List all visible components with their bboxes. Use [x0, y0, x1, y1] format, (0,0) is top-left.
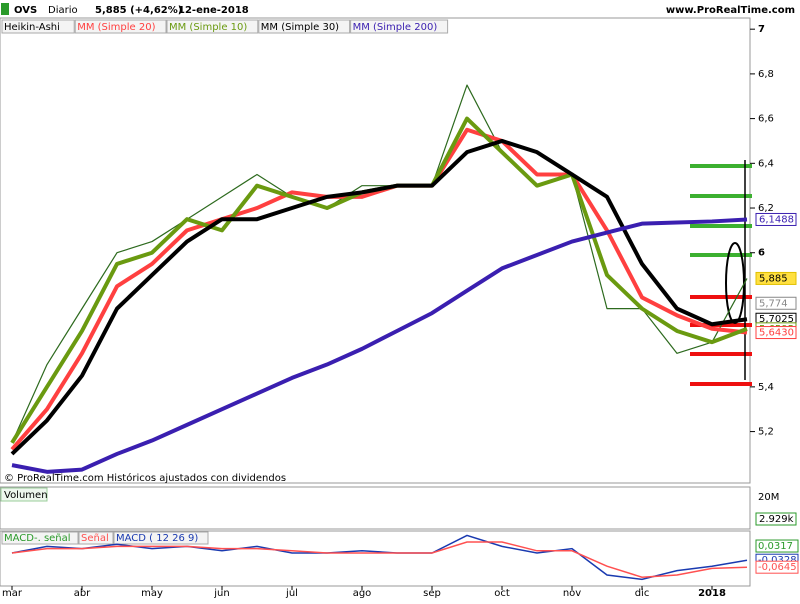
x-tick-label: jul	[285, 588, 298, 599]
volume-axis-label: 20M	[758, 492, 779, 503]
macd-tag-box	[755, 560, 799, 574]
macd-legend-box	[1, 531, 79, 545]
series-line	[11, 217, 748, 474]
volume-last: 2.929k	[759, 514, 794, 525]
macd-frame	[0, 530, 751, 587]
price-tag: 5,774	[759, 298, 788, 309]
x-tick-label: sep	[423, 588, 441, 599]
date: 12-ene-2018	[178, 5, 249, 16]
volume-last-box	[755, 512, 797, 526]
price-tag: 5,7025	[759, 314, 794, 325]
macd-legend-box	[113, 531, 209, 545]
macd-line	[11, 541, 748, 578]
y-tick-label: 5,4	[758, 382, 774, 393]
y-tick-label: 5,2	[758, 427, 774, 438]
watermark: © ProRealTime.com Históricos ajustados c…	[4, 472, 286, 484]
series-line	[11, 84, 748, 444]
site: www.ProRealTime.com	[666, 5, 795, 16]
y-tick-label: 6	[758, 248, 765, 259]
legend-box	[1, 19, 75, 34]
x-tick-label: dic	[635, 588, 650, 599]
x-tick-label: may	[141, 588, 163, 599]
x-tick-label: mar	[2, 588, 23, 599]
x-tick-label: abr	[74, 588, 91, 599]
price-tag-box	[755, 212, 797, 226]
x-tick-label: nov	[563, 588, 581, 599]
x-tick-label: jun	[213, 588, 229, 599]
volume-title-box	[0, 487, 48, 502]
volume-frame	[0, 486, 751, 530]
price-tag-box	[755, 271, 797, 285]
legend-box	[350, 19, 449, 34]
macd-legend-box	[78, 531, 114, 545]
price-tag: 5,885	[759, 273, 788, 284]
legend-box	[258, 19, 351, 34]
price-tag: 5,6430	[759, 328, 794, 339]
series-line	[10, 138, 748, 456]
y-tick-label: 6,2	[758, 203, 774, 214]
symbol: OVS	[14, 5, 37, 16]
macd-legend: MACD-. señal	[4, 533, 71, 544]
y-tick-label: 7	[758, 24, 765, 35]
macd-tag-box	[755, 539, 799, 553]
plot-frame	[0, 17, 751, 484]
macd-tag: -0,0645	[758, 562, 797, 573]
price-tag: 6,1488	[759, 214, 794, 225]
period: Diario	[48, 5, 78, 16]
legend-entry: MM (Simple 20)	[77, 22, 155, 33]
price-tag-box	[755, 326, 797, 340]
y-tick-label: 6,4	[758, 158, 774, 169]
macd-legend: MACD ( 12 26 9)	[116, 533, 198, 544]
x-tick-label: ago	[353, 588, 372, 599]
volume-title: Volumen	[4, 490, 48, 501]
macd-tag: 0,0317	[758, 541, 793, 552]
y-tick-label: 6,8	[758, 69, 774, 80]
legend-entry: MM (Simple 10)	[169, 22, 247, 33]
y-tick-label: 6,6	[758, 114, 774, 125]
legend-entry: MM (Simple 200)	[353, 22, 438, 33]
quote: 5,885 (+4,62%)	[95, 5, 182, 16]
legend-box	[166, 19, 259, 34]
macd-legend: Señal	[81, 533, 109, 544]
legend-entry: Heikin-Ashi	[4, 22, 60, 33]
x-tick-label: oct	[494, 588, 510, 599]
legend-box	[74, 19, 167, 34]
series-line	[10, 127, 748, 451]
x-tick-label: 2018	[698, 588, 726, 599]
legend-entry: MM (Simple 30)	[261, 22, 339, 33]
price-tag-box	[755, 296, 797, 310]
icon	[1, 3, 9, 15]
